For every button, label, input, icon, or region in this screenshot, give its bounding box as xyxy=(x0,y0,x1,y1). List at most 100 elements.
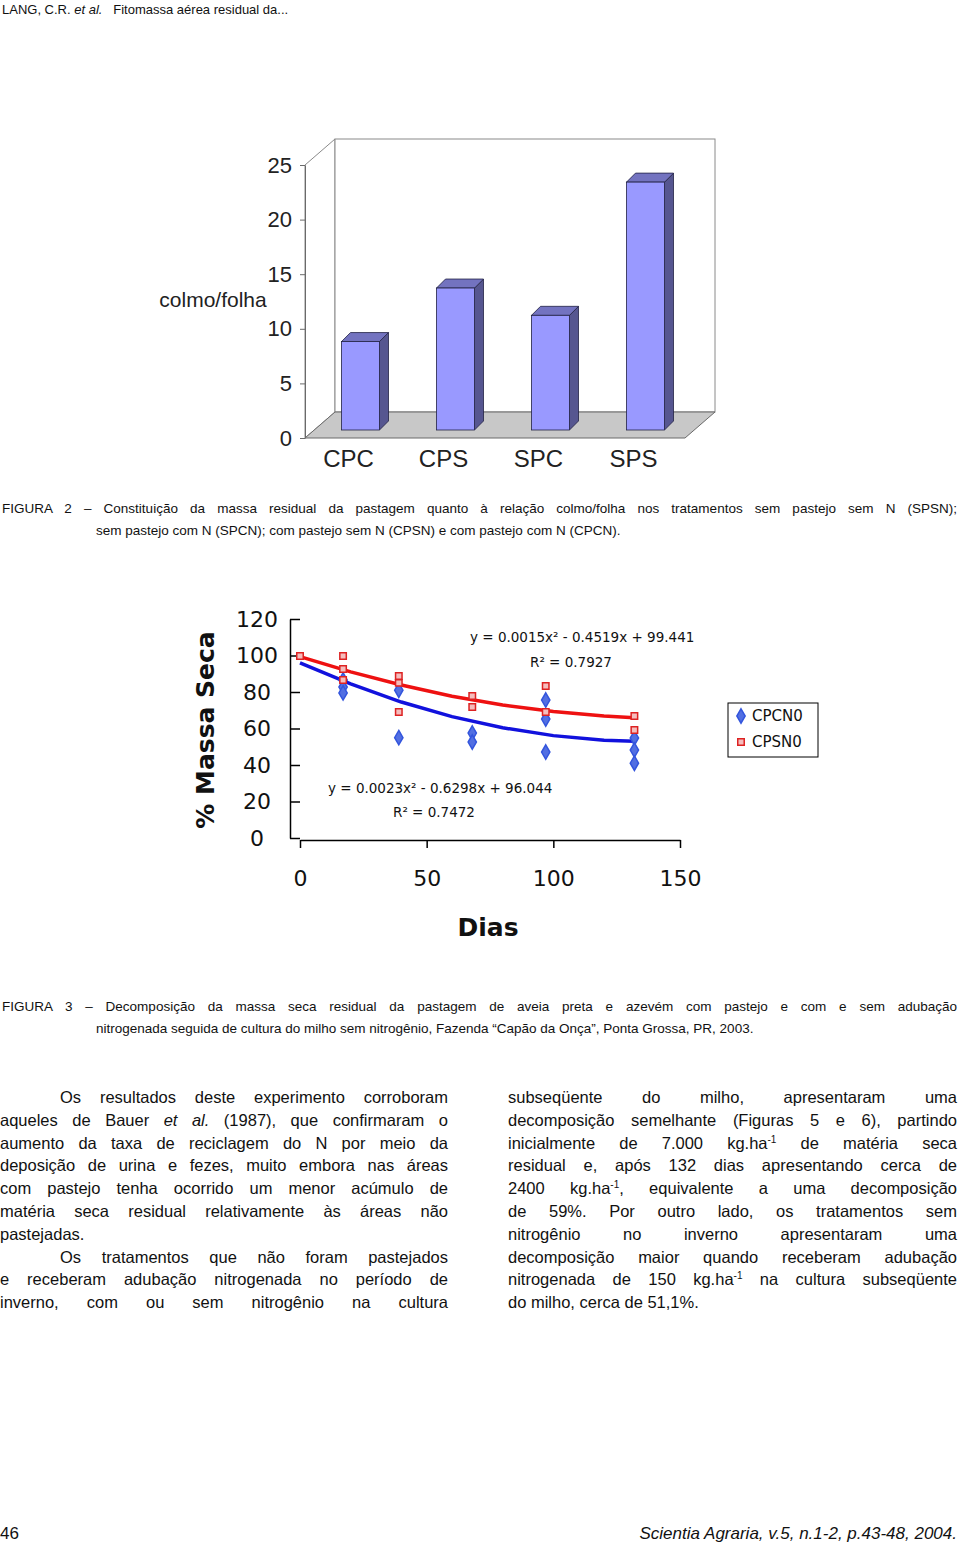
axis-line xyxy=(302,438,682,439)
tick-mark xyxy=(426,840,428,848)
bar xyxy=(627,182,665,430)
tick-label: CPS xyxy=(419,445,468,472)
data-point xyxy=(542,745,550,759)
tick-mark xyxy=(553,840,555,848)
text-run: pastejadas. xyxy=(0,1225,84,1243)
y-tick: 10 xyxy=(268,316,305,341)
tick-mark xyxy=(300,274,305,275)
y-tick: 15 xyxy=(268,262,305,287)
left-wall xyxy=(305,139,335,438)
body-line: 2400 kg.ha-1, equivalente a uma decompos… xyxy=(508,1177,957,1199)
text-run: na cultura subseqüente xyxy=(742,1270,957,1288)
tick-label: 10 xyxy=(268,316,292,341)
header-etal: et al. xyxy=(74,2,102,17)
text-run: e receberam adubação nitrogenada no perí… xyxy=(0,1270,448,1288)
body-line: do milho, cerca de 51,1%. xyxy=(508,1291,957,1313)
tick-mark xyxy=(300,165,305,166)
tick-label: 150 xyxy=(660,866,702,891)
tick-label: 100 xyxy=(533,866,575,891)
bar-chart: 0510152025CPCCPSSPCSPScolmo/folha xyxy=(159,139,715,472)
y-axis: 0510152025 xyxy=(268,153,306,451)
body-line: inverno, com ou sem nitrogênio na cultur… xyxy=(0,1291,448,1313)
text-run: aumento da taxa de reciclagem do N por m… xyxy=(0,1134,448,1152)
text-run: do milho, cerca de 51,1%. xyxy=(508,1293,699,1311)
x-tick: SPS xyxy=(609,445,657,472)
data-point xyxy=(340,677,346,683)
text-run: de 59%. Por outro lado, os tratamentos s… xyxy=(508,1202,957,1220)
trend-r2: R² = 0.7927 xyxy=(530,654,612,670)
bar-top xyxy=(437,279,484,288)
text-run: nitrogenada de 150 kg.ha xyxy=(508,1270,734,1288)
data-point xyxy=(339,686,347,700)
data-point xyxy=(297,653,303,659)
body-line: inicialmente de 7.000 kg.ha-1 de matéria… xyxy=(508,1132,957,1154)
bar-top xyxy=(532,306,579,315)
x-tick: SPC xyxy=(514,445,563,472)
legend-marker xyxy=(737,709,745,723)
superscript: -1 xyxy=(734,1270,743,1281)
tick-label: SPS xyxy=(609,445,657,472)
body-line: nitrogênio no inverno apresentaram uma xyxy=(508,1223,957,1245)
tick-label: 40 xyxy=(243,753,271,778)
axis-line xyxy=(305,166,306,439)
body-line: aumento da taxa de reciclagem do N por m… xyxy=(0,1132,448,1154)
italic-run: et al. xyxy=(164,1111,210,1129)
tick-mark xyxy=(290,692,300,694)
body-line: decomposição maior quando receberam adub… xyxy=(508,1246,957,1268)
data-point xyxy=(396,709,402,715)
legend: CPCN0CPSN0 xyxy=(728,703,818,757)
text-run: Os tratamentos que não foram pastejados xyxy=(60,1248,448,1266)
data-point xyxy=(340,653,346,659)
data-point xyxy=(542,693,550,707)
bars xyxy=(342,173,674,430)
x-axis: 050100150 xyxy=(294,840,702,891)
x-tick: CPS xyxy=(419,445,468,472)
body-line: decomposição semelhante (Figuras 5 e 6),… xyxy=(508,1109,957,1131)
y-tick: 60 xyxy=(243,716,300,741)
legend-marker xyxy=(738,739,744,745)
figures: 0510152025CPCCPSSPCSPScolmo/folha0204060… xyxy=(0,0,960,1551)
data-point xyxy=(542,709,548,715)
body-line: com pastejo tenha ocorrido um menor acúm… xyxy=(0,1177,448,1199)
tick-mark xyxy=(300,840,302,848)
body-line: aqueles de Bauer et al. (1987), que conf… xyxy=(0,1109,448,1131)
tick-label: 0 xyxy=(294,866,308,891)
trend-line xyxy=(300,663,634,741)
tick-mark xyxy=(290,765,300,767)
tick-mark xyxy=(290,801,300,803)
data-point xyxy=(469,693,475,699)
bar xyxy=(437,288,475,430)
tick-label: 100 xyxy=(236,643,278,668)
tick-mark xyxy=(300,220,305,221)
body-line: matéria seca residual relativamente às á… xyxy=(0,1200,448,1222)
body-line: de 59%. Por outro lado, os tratamentos s… xyxy=(508,1200,957,1222)
tick-mark xyxy=(300,383,305,384)
tick-label: 0 xyxy=(250,826,264,851)
tick-label: 120 xyxy=(236,607,278,632)
body-line: e receberam adubação nitrogenada no perí… xyxy=(0,1268,448,1290)
axis-line xyxy=(301,840,681,842)
text-run: deposição de urina e fezes, muito embora… xyxy=(0,1156,448,1174)
text-run: com pastejo tenha ocorrido um menor acúm… xyxy=(0,1179,448,1197)
y-tick: 40 xyxy=(243,753,300,778)
legend-box xyxy=(728,703,818,757)
bar-side xyxy=(380,333,389,430)
body-line: Os resultados deste experimento corrobor… xyxy=(60,1086,448,1108)
tick-label: SPC xyxy=(514,445,563,472)
caption-line: sem pastejo com N (SPCN); com pastejo se… xyxy=(96,521,957,541)
body-line: pastejadas. xyxy=(0,1223,448,1245)
data-point xyxy=(340,666,346,672)
y-axis-title: % Massa Seca xyxy=(191,631,220,829)
page: LANG, C.R. et al. Fitomassa aérea residu… xyxy=(0,0,960,1551)
caption-line: FIGURA 3 – Decomposição da massa seca re… xyxy=(2,997,957,1017)
y-axis-title: colmo/folha xyxy=(159,288,267,311)
y-tick: 20 xyxy=(268,207,305,232)
tick-label: 5 xyxy=(280,371,292,396)
caption-line: FIGURA 2 – Constituição da massa residua… xyxy=(2,499,957,519)
tick-label: 20 xyxy=(268,207,292,232)
bar-top xyxy=(627,173,674,182)
text-run: aqueles de Bauer xyxy=(0,1111,164,1129)
body-line: deposição de urina e fezes, muito embora… xyxy=(0,1154,448,1176)
text-run: inicialmente de 7.000 kg.ha xyxy=(508,1134,768,1152)
plot-marks xyxy=(297,653,639,771)
